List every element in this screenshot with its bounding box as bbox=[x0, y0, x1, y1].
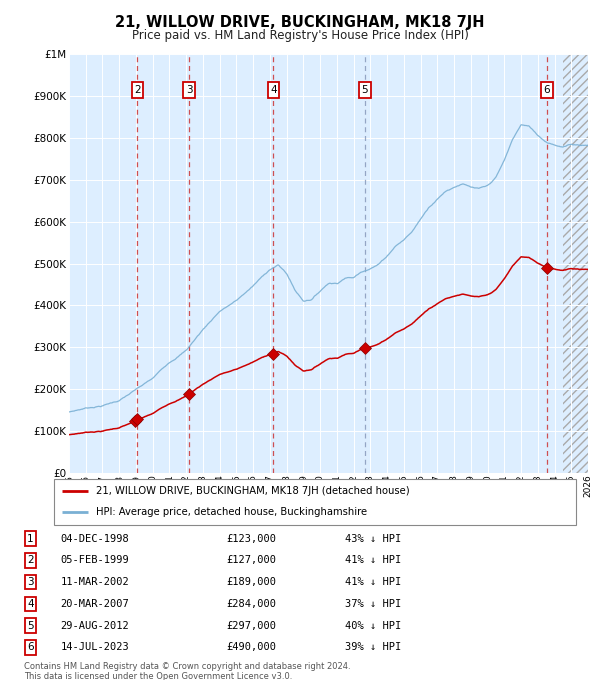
Text: £490,000: £490,000 bbox=[227, 643, 277, 652]
Text: 3: 3 bbox=[186, 85, 193, 95]
Text: 11-MAR-2002: 11-MAR-2002 bbox=[60, 577, 129, 587]
Text: £127,000: £127,000 bbox=[227, 556, 277, 565]
Text: 41% ↓ HPI: 41% ↓ HPI bbox=[345, 556, 401, 565]
FancyBboxPatch shape bbox=[563, 54, 588, 473]
Text: Price paid vs. HM Land Registry's House Price Index (HPI): Price paid vs. HM Land Registry's House … bbox=[131, 29, 469, 41]
Text: £284,000: £284,000 bbox=[227, 599, 277, 609]
Text: This data is licensed under the Open Government Licence v3.0.: This data is licensed under the Open Gov… bbox=[24, 672, 292, 680]
Text: 21, WILLOW DRIVE, BUCKINGHAM, MK18 7JH (detached house): 21, WILLOW DRIVE, BUCKINGHAM, MK18 7JH (… bbox=[96, 486, 409, 496]
Text: 6: 6 bbox=[544, 85, 550, 95]
Text: 2: 2 bbox=[134, 85, 141, 95]
Text: 05-FEB-1999: 05-FEB-1999 bbox=[60, 556, 129, 565]
Text: 37% ↓ HPI: 37% ↓ HPI bbox=[345, 599, 401, 609]
Text: 21, WILLOW DRIVE, BUCKINGHAM, MK18 7JH: 21, WILLOW DRIVE, BUCKINGHAM, MK18 7JH bbox=[115, 15, 485, 30]
Text: 6: 6 bbox=[27, 643, 34, 652]
Text: HPI: Average price, detached house, Buckinghamshire: HPI: Average price, detached house, Buck… bbox=[96, 507, 367, 517]
Text: 5: 5 bbox=[27, 621, 34, 630]
Polygon shape bbox=[563, 54, 588, 473]
Text: 4: 4 bbox=[270, 85, 277, 95]
Text: 20-MAR-2007: 20-MAR-2007 bbox=[60, 599, 129, 609]
Text: 43% ↓ HPI: 43% ↓ HPI bbox=[345, 534, 401, 543]
Text: 39% ↓ HPI: 39% ↓ HPI bbox=[345, 643, 401, 652]
Text: 1: 1 bbox=[27, 534, 34, 543]
Text: £297,000: £297,000 bbox=[227, 621, 277, 630]
Text: 40% ↓ HPI: 40% ↓ HPI bbox=[345, 621, 401, 630]
Text: 41% ↓ HPI: 41% ↓ HPI bbox=[345, 577, 401, 587]
FancyBboxPatch shape bbox=[54, 479, 576, 525]
Text: 04-DEC-1998: 04-DEC-1998 bbox=[60, 534, 129, 543]
Text: £123,000: £123,000 bbox=[227, 534, 277, 543]
Text: Contains HM Land Registry data © Crown copyright and database right 2024.: Contains HM Land Registry data © Crown c… bbox=[24, 662, 350, 671]
Text: £189,000: £189,000 bbox=[227, 577, 277, 587]
Text: 14-JUL-2023: 14-JUL-2023 bbox=[60, 643, 129, 652]
Text: 3: 3 bbox=[27, 577, 34, 587]
Text: 29-AUG-2012: 29-AUG-2012 bbox=[60, 621, 129, 630]
Text: 2: 2 bbox=[27, 556, 34, 565]
Text: 4: 4 bbox=[27, 599, 34, 609]
Text: 5: 5 bbox=[361, 85, 368, 95]
